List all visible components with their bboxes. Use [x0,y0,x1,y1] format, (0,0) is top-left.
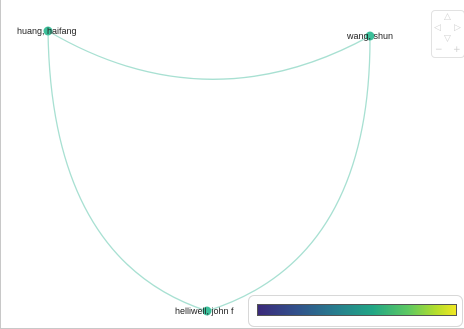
node-label-helliwell: helliwell, john f [175,306,234,316]
navigation-control[interactable]: △ ◁ ▷ ▽ − + [431,10,464,58]
zoom-out-icon[interactable]: − [435,45,443,55]
arrow-right-icon[interactable]: ▷ [454,23,461,33]
edge-huang-helliwell [47,30,208,312]
node-huang[interactable] [43,26,53,36]
arrow-down-icon[interactable]: ▽ [444,34,451,44]
edge-huang-wang [47,30,371,80]
node-label-huang: huang, haifang [17,26,77,36]
node-wang[interactable] [365,31,375,41]
arrow-up-icon[interactable]: △ [444,12,451,22]
node-helliwell[interactable] [202,306,212,316]
viridis-colorbar [257,304,457,316]
color-legend [248,295,463,327]
arrow-left-icon[interactable]: ◁ [434,23,441,33]
zoom-in-icon[interactable]: + [453,45,461,55]
edge-wang-helliwell [206,35,371,312]
node-label-wang: wang, shun [347,31,394,41]
